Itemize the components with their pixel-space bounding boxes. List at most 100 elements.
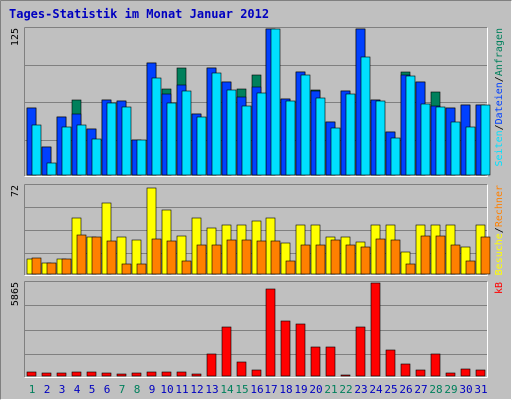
x-tick-label-day: 25 bbox=[384, 383, 397, 396]
kb-bar bbox=[206, 353, 217, 377]
x-tick-label-day: 2 bbox=[44, 383, 51, 396]
hosts-bar bbox=[420, 235, 431, 275]
pages-bar bbox=[226, 89, 237, 176]
hosts-bar bbox=[405, 263, 416, 275]
pages-bar bbox=[76, 124, 87, 176]
hosts-bar bbox=[256, 240, 267, 275]
x-tick-label-day: 31 bbox=[474, 383, 487, 396]
legend-item: Anfragen bbox=[494, 28, 505, 76]
visits-bar bbox=[460, 246, 471, 275]
x-tick-label-day: 7 bbox=[119, 383, 126, 396]
pages-bar bbox=[256, 92, 267, 176]
x-tick-label-day: 18 bbox=[279, 383, 292, 396]
pages-bar bbox=[345, 93, 356, 176]
hosts-bar bbox=[226, 239, 237, 275]
pages-bar bbox=[390, 137, 401, 176]
visits-bar bbox=[400, 251, 411, 275]
pages-bar bbox=[435, 106, 446, 176]
kb-bar bbox=[325, 346, 336, 377]
hosts-bar bbox=[181, 260, 192, 275]
kb-bar bbox=[415, 369, 426, 377]
x-tick-label-day: 15 bbox=[235, 383, 248, 396]
pages-bar bbox=[420, 103, 431, 176]
x-tick-label-day: 22 bbox=[339, 383, 352, 396]
kb-bar bbox=[41, 372, 52, 377]
pages-bar bbox=[136, 139, 147, 176]
x-tick-label-day: 3 bbox=[59, 383, 66, 396]
hosts-bar bbox=[196, 244, 207, 275]
visits-bar bbox=[101, 202, 112, 275]
pages-bar bbox=[360, 56, 371, 176]
legend-separator: / bbox=[494, 227, 505, 233]
x-tick-label-day: 12 bbox=[190, 383, 203, 396]
legend-separator: / bbox=[494, 76, 505, 82]
hosts-bar bbox=[270, 240, 281, 275]
pages-bar bbox=[61, 126, 72, 176]
kb-bar bbox=[370, 282, 381, 377]
hosts-bar bbox=[91, 236, 102, 275]
kb-bar bbox=[86, 371, 97, 377]
x-tick-label-day: 14 bbox=[220, 383, 234, 396]
chart-title: Tages-Statistik im Monat Januar 2012 bbox=[9, 7, 269, 21]
y-max-label: 125 bbox=[10, 28, 21, 46]
y-max-label: 72 bbox=[10, 185, 21, 197]
visits-bar bbox=[131, 239, 142, 275]
pages-bar bbox=[450, 121, 461, 176]
legend-item: kB bbox=[494, 282, 505, 294]
visits-bar bbox=[280, 242, 291, 275]
hosts-bar bbox=[450, 244, 461, 275]
x-tick-label-day: 13 bbox=[205, 383, 218, 396]
x-tick-label-day: 19 bbox=[294, 383, 307, 396]
visits-bar bbox=[176, 235, 187, 275]
pages-bar bbox=[31, 124, 42, 176]
pages-bar bbox=[121, 106, 132, 176]
panel-legend: Besuche/Rechner bbox=[494, 185, 505, 275]
x-axis-labels: 1 2 3 4 5 6 7 8 9 10 11 12 13 14 15 16 17 18 19 20 21 22 23 24 2… bbox=[29, 383, 488, 396]
hosts-bar bbox=[241, 239, 252, 275]
x-tick-label-day: 6 bbox=[104, 383, 111, 396]
kb-bar bbox=[191, 373, 202, 377]
pages-bar bbox=[300, 74, 311, 176]
pages-bar bbox=[315, 97, 326, 176]
x-tick-label-day: 11 bbox=[175, 383, 188, 396]
y-max-label: 5865 bbox=[10, 282, 21, 306]
hosts-bar bbox=[285, 260, 296, 275]
hosts-bar bbox=[330, 239, 341, 275]
pages-bar bbox=[211, 72, 222, 176]
hosts-bar bbox=[360, 246, 371, 275]
hosts-bar bbox=[345, 244, 356, 275]
kb-bar bbox=[71, 371, 82, 377]
hosts-bar bbox=[465, 260, 476, 275]
pages-bar bbox=[375, 100, 386, 176]
kb-bar bbox=[101, 372, 112, 377]
pages-bar bbox=[285, 100, 296, 176]
visits-bar bbox=[116, 236, 127, 275]
legend-item: Dateien bbox=[494, 82, 505, 124]
hosts-bar bbox=[31, 257, 42, 275]
kb-bar bbox=[251, 369, 262, 377]
x-tick-label-day: 29 bbox=[444, 383, 457, 396]
pages-bar bbox=[166, 102, 177, 176]
x-tick-label-day: 28 bbox=[429, 383, 442, 396]
pages-bar bbox=[91, 138, 102, 176]
x-tick-label-day: 27 bbox=[414, 383, 427, 396]
hosts-bar bbox=[300, 244, 311, 275]
pages-bar bbox=[46, 162, 57, 176]
kb-bar bbox=[310, 346, 321, 377]
kb-bar bbox=[116, 373, 127, 377]
x-tick-label-day: 26 bbox=[399, 383, 412, 396]
kb-bar bbox=[400, 363, 411, 377]
hosts-bar bbox=[61, 258, 72, 275]
x-tick-label-day: 1 bbox=[29, 383, 36, 396]
pages-bar bbox=[106, 102, 117, 176]
kb-bar bbox=[236, 361, 247, 377]
x-tick-label-day: 4 bbox=[74, 383, 81, 396]
hosts-bar bbox=[480, 236, 491, 275]
x-tick-label-day: 16 bbox=[250, 383, 263, 396]
kb-bar bbox=[221, 326, 232, 377]
x-tick-label-day: 17 bbox=[264, 383, 277, 396]
kb-bar bbox=[445, 372, 456, 377]
kb-bar bbox=[146, 371, 157, 377]
